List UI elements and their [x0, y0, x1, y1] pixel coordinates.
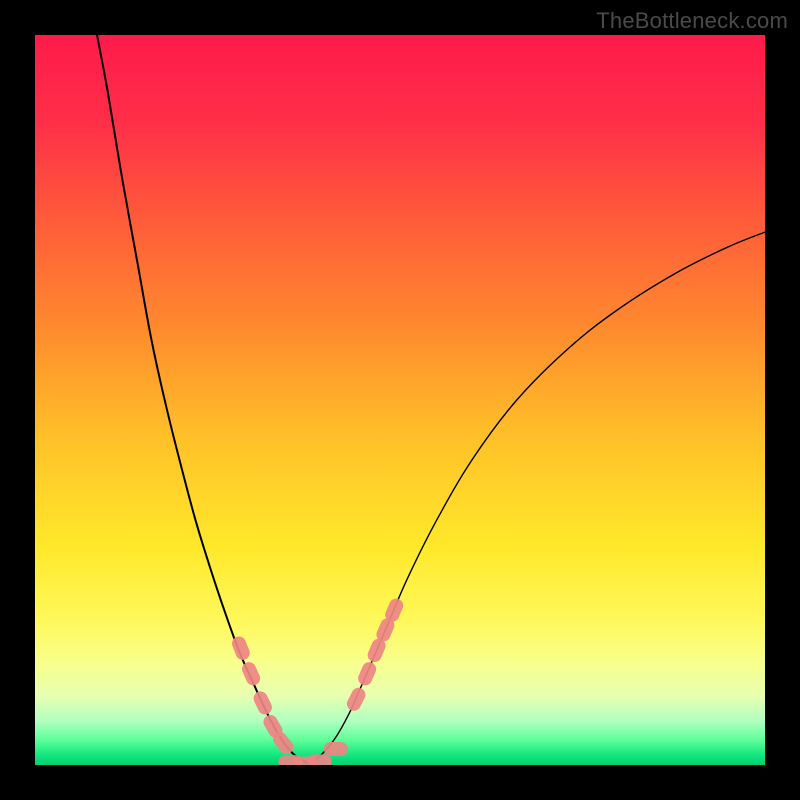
marker-bottom: [324, 742, 348, 756]
gradient-background: [35, 35, 765, 765]
plot-area: [35, 35, 765, 771]
bottleneck-chart: [0, 0, 800, 800]
watermark-text: TheBottleneck.com: [596, 8, 788, 34]
chart-container: TheBottleneck.com: [0, 0, 800, 800]
